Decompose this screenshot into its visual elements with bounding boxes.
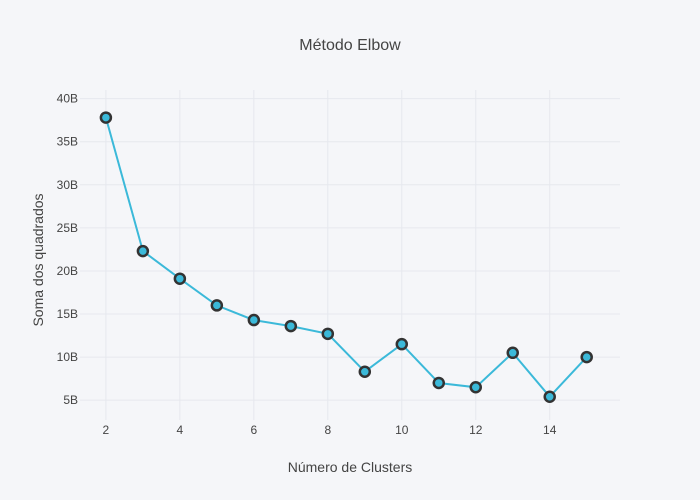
y-tick-label: 40B [57, 92, 78, 106]
y-tick-label: 10B [57, 350, 78, 364]
data-point [321, 327, 335, 341]
y-tick-label: 35B [57, 135, 78, 149]
y-tick-label: 20B [57, 264, 78, 278]
x-tick-label: 4 [177, 423, 184, 437]
y-tick-label: 30B [57, 178, 78, 192]
data-point [210, 299, 224, 312]
x-tick-label: 10 [395, 423, 409, 437]
data-points [99, 111, 593, 403]
data-point [99, 111, 113, 124]
x-tick-label: 2 [103, 423, 110, 437]
data-point [432, 376, 446, 390]
data-point [358, 365, 372, 378]
data-point [173, 272, 187, 285]
data-point [506, 346, 519, 360]
data-point [543, 390, 556, 403]
x-tick-labels: 2 4 6 8 10 12 14 [103, 423, 557, 437]
series-line [104, 117, 588, 399]
data-point [136, 244, 150, 258]
x-tick-label: 14 [543, 423, 557, 437]
y-tick-label: 5B [63, 393, 78, 407]
y-axis-title: Soma dos quadrados [30, 193, 46, 326]
x-tick-label: 6 [250, 423, 257, 437]
data-point [580, 350, 593, 364]
x-tick-label: 12 [469, 423, 483, 437]
data-point [284, 319, 298, 333]
grid [80, 90, 620, 420]
y-tick-labels: 5B 10B 15B 20B 25B 30B 35B 40B [57, 92, 78, 408]
x-axis-title: Número de Clusters [288, 459, 413, 475]
y-tick-label: 15B [57, 307, 78, 321]
y-tick-label: 25B [57, 221, 78, 235]
chart-title: Método Elbow [299, 37, 401, 54]
data-point [247, 313, 261, 327]
x-tick-label: 8 [324, 423, 331, 437]
data-point [469, 381, 483, 394]
data-point [395, 337, 409, 351]
